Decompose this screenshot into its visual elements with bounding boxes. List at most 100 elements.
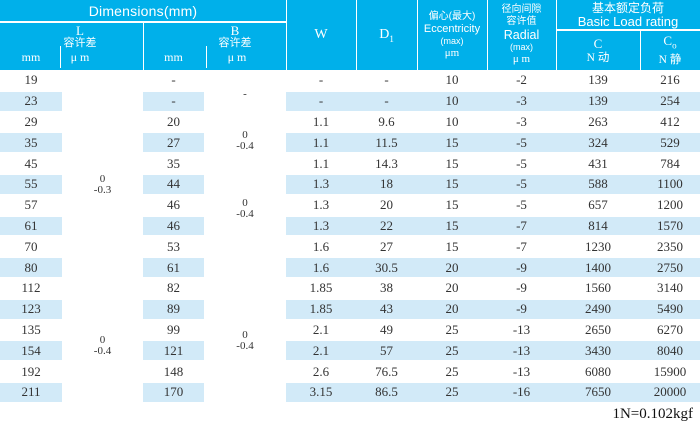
cell-co: 2750 — [657, 259, 683, 275]
cell-radial: -5 — [516, 134, 527, 150]
cell-l: 19 — [24, 72, 38, 88]
cell-d1: 43 — [380, 301, 393, 317]
cell-ecc: 20 — [445, 259, 459, 275]
row-stripe — [143, 258, 204, 277]
cell-w: - — [318, 72, 324, 88]
header-l-group: L 容许差 — [30, 24, 130, 50]
cell-l: 35 — [24, 134, 38, 150]
header-w: W — [286, 0, 356, 70]
cell-ecc: 15 — [445, 176, 459, 192]
cell-ecc: 15 — [445, 134, 459, 150]
cell-w: 1.3 — [312, 217, 330, 233]
c-label: C — [593, 35, 603, 51]
cell-b: 89 — [167, 301, 180, 317]
header-load-group: 基本额定负荷 Basic Load rating — [556, 1, 700, 29]
row-stripe — [286, 341, 700, 361]
cell-b: 35 — [167, 155, 180, 171]
cell-radial: -13 — [512, 342, 531, 358]
cell-l: 55 — [24, 176, 38, 192]
header-b-mm-unit: mm — [164, 50, 183, 64]
cell-c: 3430 — [585, 342, 611, 358]
cell-ecc: 20 — [445, 301, 459, 317]
table-row: 35 27 1.1 11.5 15 -5 324 529 — [0, 132, 700, 153]
header-divider — [556, 29, 700, 31]
cell-l: 135 — [21, 321, 41, 337]
cell-l: 112 — [21, 280, 41, 296]
row-stripe — [143, 175, 204, 194]
cell-l: 123 — [21, 301, 41, 317]
cell-ecc: 25 — [445, 384, 459, 400]
cell-radial: -7 — [516, 217, 527, 233]
cell-radial: -13 — [512, 321, 531, 337]
row-stripe — [0, 91, 62, 111]
header-c-dynamic: C N 动 — [556, 30, 640, 70]
l-group-label: L — [76, 23, 84, 38]
cell-radial: -2 — [516, 72, 527, 88]
cell-c: 139 — [588, 72, 608, 88]
cell-b: 53 — [167, 238, 180, 254]
cell-d1: 30.5 — [375, 259, 398, 275]
cell-w: 1.3 — [312, 176, 330, 192]
unit-note: 1N=0.102kgf — [612, 406, 693, 422]
cell-d1: 27 — [380, 238, 393, 254]
cell-co: 254 — [660, 93, 680, 109]
row-stripe — [143, 91, 204, 111]
cell-c: 139 — [588, 93, 608, 109]
table-row: 57 46 1.3 20 15 -5 657 1200 — [0, 195, 700, 216]
header-divider — [60, 46, 61, 68]
row-stripe — [143, 216, 204, 236]
cell-w: 1.6 — [312, 259, 330, 275]
cell-w: - — [318, 93, 324, 109]
radial-max-label: (max) — [510, 42, 533, 52]
cell-b: - — [171, 72, 176, 88]
header-divider — [206, 46, 207, 68]
radial-cn-label-1: 径向间隙 — [501, 4, 542, 15]
cell-d1: - — [384, 72, 389, 88]
cell-c: 263 — [588, 113, 608, 129]
co-unit-label: N 静 — [658, 54, 682, 67]
cell-co: 2350 — [657, 238, 683, 254]
cell-b: 46 — [167, 217, 180, 233]
cell-d1: 38 — [380, 280, 393, 296]
cell-ecc: 15 — [445, 155, 459, 171]
cell-w: 1.85 — [309, 280, 333, 296]
cell-b: 99 — [167, 321, 180, 337]
header-divider — [639, 29, 641, 70]
c-unit-label: N 动 — [586, 51, 610, 64]
row-stripe — [0, 341, 62, 361]
row-stripe — [0, 383, 62, 402]
cell-l: 70 — [24, 238, 38, 254]
header-radial: 径向间隙 容许值 Radial (max) μ m — [487, 0, 556, 70]
cell-b: 27 — [167, 134, 180, 150]
header-divider — [555, 0, 557, 70]
cell-d1: 11.5 — [375, 134, 398, 150]
cell-l: 192 — [21, 363, 41, 379]
row-stripe — [0, 175, 62, 194]
table-row: 55 44 1.3 18 15 -5 588 1100 — [0, 174, 700, 195]
header-dimensions-group: Dimensions(mm) — [88, 3, 198, 19]
header-l-um-unit: μ m — [70, 50, 90, 64]
row-stripe — [286, 175, 700, 194]
cell-radial: -9 — [516, 280, 527, 296]
cell-co: 1200 — [657, 197, 683, 213]
header-divider — [416, 0, 418, 70]
row-stripe — [286, 383, 700, 402]
cell-w: 1.1 — [312, 113, 330, 129]
row-stripe — [286, 216, 700, 236]
header-divider — [285, 0, 287, 70]
cell-b: 20 — [167, 113, 180, 129]
cell-co: 216 — [660, 72, 680, 88]
cell-radial: -5 — [516, 176, 527, 192]
cell-d1: 86.5 — [375, 384, 398, 400]
cell-radial: -13 — [512, 363, 531, 379]
b-tolerance-rows-1-2: - — [243, 88, 247, 100]
cell-w: 1.6 — [312, 238, 330, 254]
header-divider — [142, 21, 144, 70]
cell-ecc: 15 — [445, 217, 459, 233]
cell-radial: -3 — [516, 93, 527, 109]
cell-co: 1570 — [657, 217, 683, 233]
spec-table: Dimensions(mm) L 容许差 mm μ m B 容许差 mm μ m… — [0, 0, 700, 402]
b-group-tolerance-label: 容许差 — [218, 37, 252, 49]
cell-c: 431 — [588, 155, 608, 171]
